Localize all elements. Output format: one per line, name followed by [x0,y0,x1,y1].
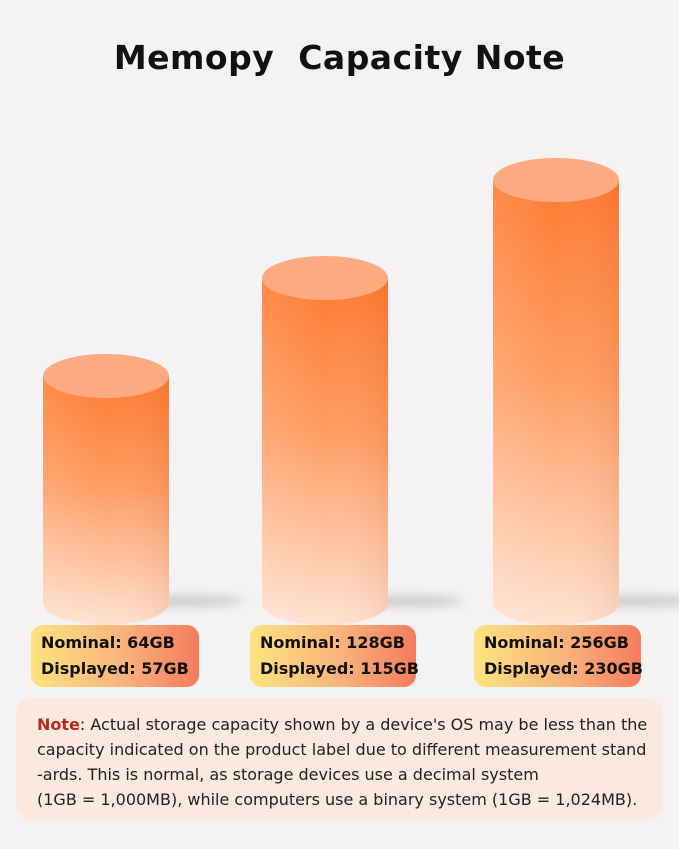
displayed-capacity-label: Displayed: 115GB [260,659,419,678]
displayed-capacity-label: Displayed: 230GB [484,659,643,678]
cylinder-bar-64GB [43,354,244,625]
nominal-capacity-label: Nominal: 64GB [41,633,175,652]
capacity-cylinder-chart [43,158,679,625]
cylinder-shading [262,278,388,625]
capacity-note: Note: Actual storage capacity shown by a… [16,698,663,820]
note-line-3: -ards. This is normal, as storage device… [37,765,539,784]
cylinder-bar-256GB [493,158,679,625]
displayed-capacity-label: Displayed: 57GB [41,659,189,678]
page-title: Memopy Capacity Note [113,38,566,77]
cylinder-shading [493,180,619,625]
cylinder-top [43,354,169,398]
note-line-1: : Actual storage capacity shown by a dev… [79,715,648,734]
capacity-label-box: Nominal: 256GB Displayed: 230GB [474,625,643,687]
note-heading: Note [37,715,80,734]
note-line-2: capacity indicated on the product label … [37,740,647,759]
nominal-capacity-label: Nominal: 128GB [260,633,405,652]
capacity-label-box: Nominal: 64GB Displayed: 57GB [31,625,199,687]
nominal-capacity-label: Nominal: 256GB [484,633,629,652]
cylinder-bar-128GB [262,256,463,625]
cylinder-shading [43,376,169,625]
capacity-label-box: Nominal: 128GB Displayed: 115GB [250,625,419,687]
note-line-4: (1GB = 1,000MB), while computers use a b… [37,790,638,809]
cylinder-top [262,256,388,300]
cylinder-top [493,158,619,202]
